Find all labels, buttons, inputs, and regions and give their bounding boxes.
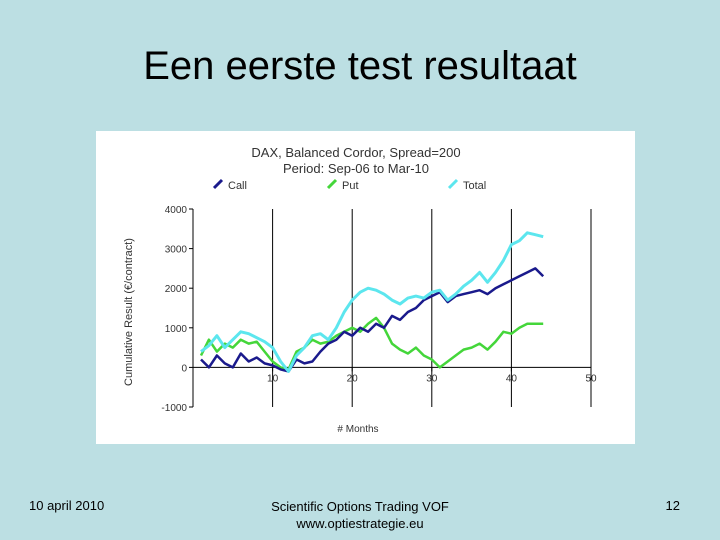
x-tick-label: 30 [426,373,438,384]
footer-date: 10 april 2010 [29,498,105,513]
series-line-call [200,267,545,373]
chart-panel: DAX, Balanced Cordor, Spread=200 Period:… [96,131,635,444]
x-tick-label: 50 [585,373,597,384]
series-line-put [199,316,544,371]
x-tick-label: 40 [506,373,518,384]
y-tick-label: -1000 [161,403,187,414]
series-line-total [200,231,544,373]
y-tick-label: 4000 [165,205,188,216]
legend-swatch-call [212,178,224,190]
footer-company-block: Scientific Options Trading VOF www.optie… [220,498,500,532]
chart-title: DAX, Balanced Cordor, Spread=200 [251,145,460,160]
y-tick-label: 0 [181,363,187,374]
chart-subtitle: Period: Sep-06 to Mar-10 [283,161,429,176]
x-tick-label: 20 [347,373,359,384]
chart-series [199,231,545,373]
x-tick-label: 10 [267,373,279,384]
line-chart: DAX, Balanced Cordor, Spread=200 Period:… [123,145,597,435]
legend-label-total: Total [463,180,486,192]
y-tick-label: 1000 [165,324,188,335]
legend-label-put: Put [342,180,359,192]
legend-label-call: Call [228,180,247,192]
legend-swatch-put [326,178,338,190]
chart-axes: 4000 3000 2000 1000 0 -1000 10 20 30 40 50 [161,205,597,414]
y-tick-label: 2000 [165,284,188,295]
y-axis-label: Cumulative Result (€/contract) [123,238,135,386]
page-number: 12 [665,498,680,513]
footer-company: Scientific Options Trading VOF [271,499,449,514]
legend-swatch-total [447,178,459,190]
y-tick-label: 3000 [165,245,188,256]
footer-website[interactable]: www.optiestrategie.eu [296,516,424,531]
chart-legend: Call Put Total [212,178,486,192]
slide-title: Een eerste test resultaat [143,44,577,88]
x-axis-label: # Months [337,424,378,435]
